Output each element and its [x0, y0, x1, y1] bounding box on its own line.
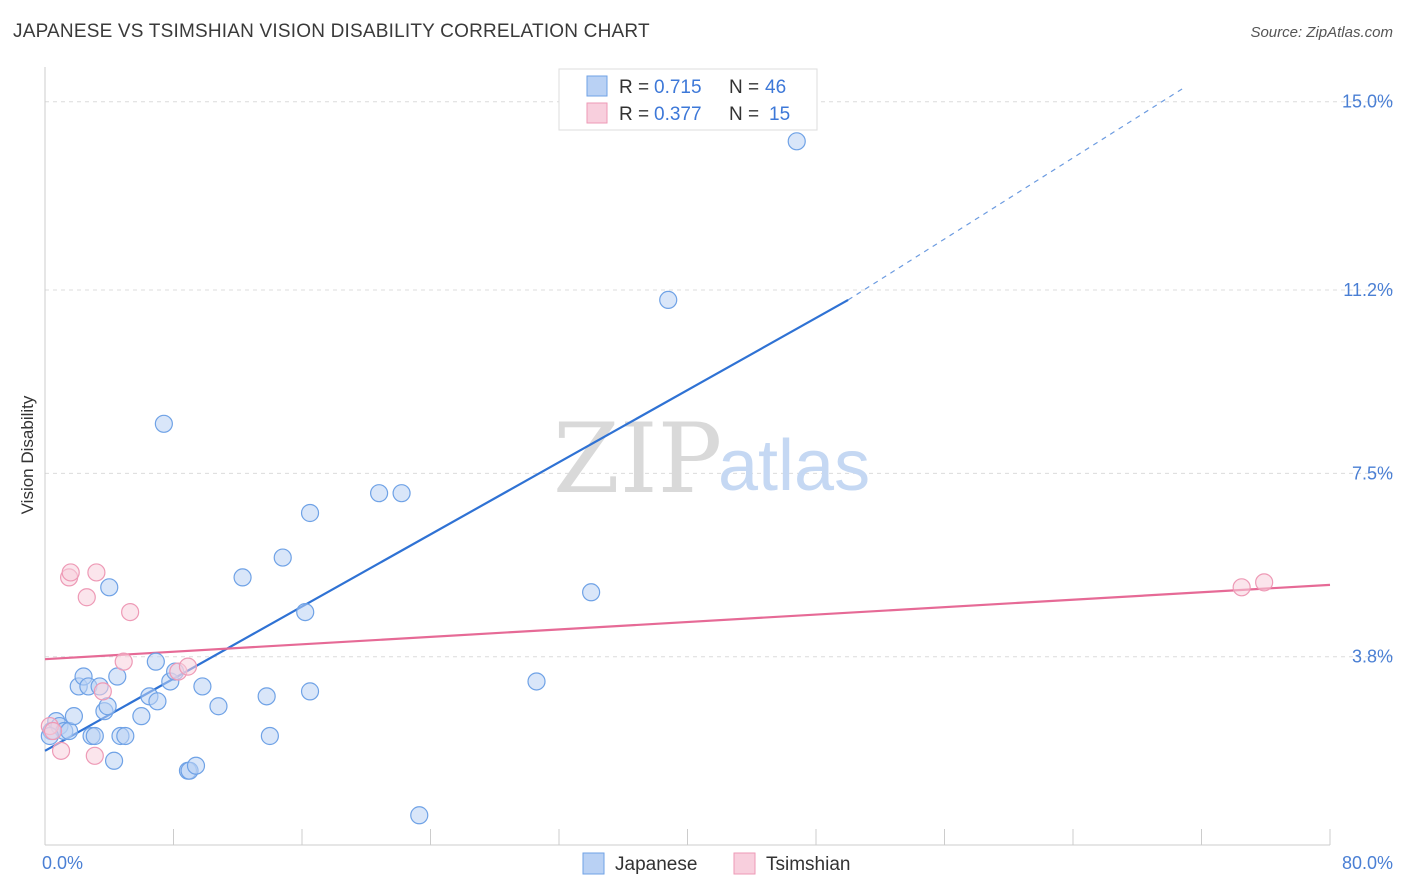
point-japanese	[233, 568, 252, 587]
point-japanese	[582, 583, 601, 602]
point-japanese	[116, 726, 135, 746]
y-tick-label: 7.5%	[1352, 463, 1393, 483]
legend-n-value-tsimshian: 15	[769, 104, 790, 125]
point-japanese	[300, 503, 320, 523]
point-japanese	[300, 682, 320, 701]
point-japanese	[260, 726, 279, 746]
y-tick-label: 11.2%	[1343, 280, 1393, 300]
legend-r-value-tsimshian: 0.377	[654, 104, 702, 125]
legend-bottom: Japanese Tsimshian	[582, 852, 850, 875]
bottom-legend-swatch-tsimshian	[733, 852, 756, 875]
legend-swatch-tsimshian	[586, 102, 608, 124]
point-tsimshian	[114, 652, 133, 671]
point-japanese	[64, 707, 84, 726]
point-tsimshian	[178, 657, 198, 676]
legend-r-label-tsimshian: R =	[619, 104, 649, 125]
point-japanese	[100, 578, 119, 597]
x-tick-label-max: 80.0%	[1342, 853, 1393, 873]
legend-n-value-japanese: 46	[765, 77, 786, 98]
legend-r-label-japanese: R =	[619, 77, 649, 98]
point-tsimshian	[1255, 573, 1274, 592]
point-japanese	[659, 290, 678, 310]
point-tsimshian	[93, 682, 112, 701]
watermark-atlas: atlas	[718, 426, 870, 506]
point-tsimshian	[51, 741, 71, 760]
point-japanese	[209, 697, 228, 716]
y-tick-label: 15.0%	[1342, 92, 1393, 112]
point-japanese	[410, 806, 429, 825]
trend-line-japanese-extension	[847, 86, 1186, 301]
point-tsimshian	[121, 602, 140, 622]
chart-source: Source: ZipAtlas.com	[1250, 24, 1393, 41]
point-japanese	[146, 652, 165, 671]
y-tick-label: 3.8%	[1352, 647, 1393, 667]
legend-n-label-tsimshian: N =	[729, 104, 759, 125]
point-japanese	[296, 602, 315, 622]
point-japanese	[85, 726, 104, 746]
x-tick-label-min: 0.0%	[42, 853, 83, 873]
point-japanese	[132, 707, 151, 726]
tick-labels: 3.8% 7.5% 11.2% 15.0% 0.0% 80.0%	[42, 92, 1393, 873]
watermark-zip: ZIP	[553, 403, 722, 515]
point-japanese	[148, 692, 167, 711]
legend-r-value-japanese: 0.715	[654, 77, 702, 98]
point-japanese	[787, 132, 806, 151]
legend-top: R = 0.715 N = 46 R = 0.377 N = 15	[558, 68, 818, 131]
point-japanese	[527, 672, 546, 691]
point-tsimshian	[43, 721, 63, 741]
point-japanese	[370, 484, 389, 503]
point-tsimshian	[61, 563, 80, 582]
point-japanese	[186, 756, 206, 775]
data-points	[40, 132, 1274, 825]
point-tsimshian	[77, 588, 96, 607]
chart-title: JAPANESE VS TSIMSHIAN VISION DISABILITY …	[13, 21, 650, 42]
point-japanese	[257, 687, 276, 706]
point-japanese	[104, 751, 124, 770]
point-tsimshian	[87, 563, 106, 582]
legend-swatch-japanese	[586, 75, 608, 97]
axes	[44, 67, 1331, 846]
point-japanese	[273, 548, 292, 567]
bottom-legend-swatch-japanese	[582, 852, 605, 875]
watermark: ZIP atlas	[553, 403, 870, 515]
bottom-legend-label-japanese: Japanese	[615, 854, 697, 875]
bottom-legend-label-tsimshian: Tsimshian	[766, 854, 850, 875]
point-japanese	[392, 484, 411, 503]
point-tsimshian	[85, 746, 104, 765]
legend-n-label-japanese: N =	[729, 77, 759, 98]
point-japanese	[193, 677, 212, 696]
trend-line-tsimshian	[44, 583, 1331, 661]
point-japanese	[154, 414, 173, 433]
y-axis-title: Vision Disability	[18, 395, 37, 514]
point-tsimshian	[1232, 578, 1251, 597]
